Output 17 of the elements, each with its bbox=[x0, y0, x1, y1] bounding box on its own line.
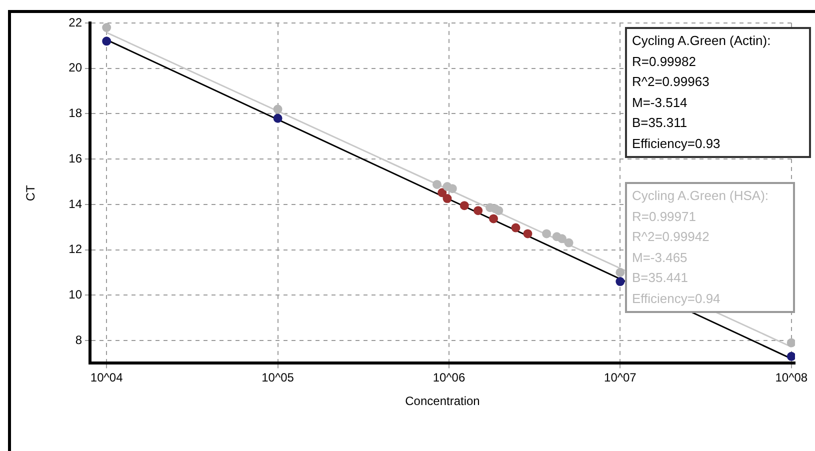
y-tick-label: 8 bbox=[75, 332, 82, 347]
y-tick-label: 10 bbox=[68, 287, 82, 302]
y-axis-title: CT bbox=[24, 184, 38, 202]
y-tick-label: 22 bbox=[68, 15, 82, 30]
text-box: Cycling A.Green (HSA): R=0.99971 R^2=0.99942 M=-3.465 B=35.441 Efficiency=0.94 bbox=[625, 182, 795, 313]
x-tick-label: 10^07 bbox=[604, 370, 637, 385]
y-tick-label: 20 bbox=[68, 60, 82, 75]
y-tick-label: 16 bbox=[68, 151, 82, 166]
y-tick-label: 18 bbox=[68, 106, 82, 120]
x-axis-title: Concentration bbox=[405, 394, 480, 408]
y-tick-label: 14 bbox=[68, 196, 82, 211]
text-box: Cycling A.Green (Actin): R=0.99982 R^2=0.99963 M=-3.514 B=35.311 Efficiency=0.93 bbox=[625, 27, 811, 158]
y-tick-label: 12 bbox=[68, 242, 82, 256]
x-tick-label: 10^04 bbox=[90, 370, 124, 385]
x-tick-label: 10^06 bbox=[432, 370, 466, 385]
x-tick-label: 10^08 bbox=[775, 370, 808, 385]
x-tick-label: 10^05 bbox=[262, 370, 294, 385]
